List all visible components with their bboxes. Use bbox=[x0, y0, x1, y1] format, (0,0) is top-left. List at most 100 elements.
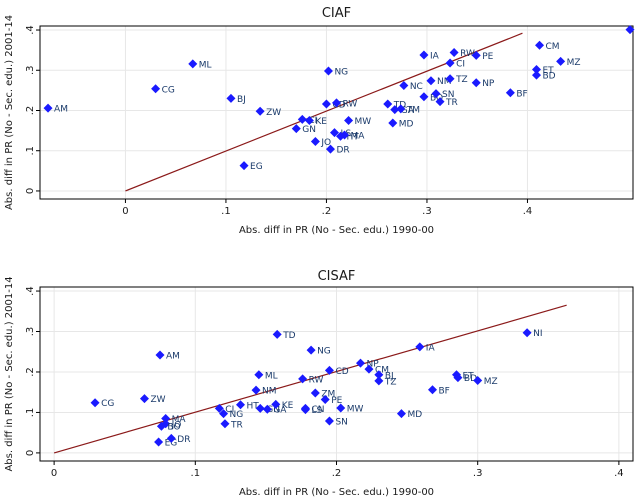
data-point-label: ET bbox=[543, 66, 555, 76]
data-point-label: BJ bbox=[237, 95, 246, 105]
data-point bbox=[374, 376, 384, 386]
data-point bbox=[471, 50, 481, 60]
data-point-label: TZ bbox=[384, 377, 397, 387]
data-point bbox=[374, 370, 384, 380]
data-point-label: BF bbox=[439, 386, 450, 396]
data-point bbox=[139, 394, 149, 404]
data-point bbox=[356, 358, 366, 368]
data-point bbox=[535, 40, 545, 50]
data-point-label: AM bbox=[54, 105, 68, 115]
data-point bbox=[43, 103, 53, 113]
data-point-label: ZW bbox=[150, 395, 165, 405]
data-point bbox=[471, 78, 481, 88]
x-tick-label: .1 bbox=[191, 468, 201, 479]
y-axis-label: Abs. diff in PR (No - Sec. edu.) 2001-14 bbox=[4, 276, 15, 471]
y-tick-label: .2 bbox=[25, 106, 36, 116]
data-point bbox=[419, 50, 429, 60]
chart-panel-2: CISAF 0 .1 .2 .3 .4 0 .1 .2 .3 .4 Abs. diff in PR (… bbox=[4, 269, 634, 498]
data-point-label: JO bbox=[171, 420, 182, 430]
data-point bbox=[220, 419, 230, 429]
data-point-label: BO bbox=[430, 93, 443, 103]
data-point bbox=[255, 106, 265, 116]
data-point-label: RW bbox=[460, 49, 475, 59]
data-point bbox=[325, 144, 335, 154]
data-point bbox=[291, 124, 301, 134]
fit-line bbox=[125, 32, 523, 192]
x-tick-label: .3 bbox=[473, 468, 483, 479]
data-point bbox=[390, 105, 400, 115]
data-point-label: IA bbox=[430, 51, 440, 61]
data-point-label: MA bbox=[351, 132, 366, 142]
data-point-label: BJ bbox=[385, 371, 394, 381]
data-point-label: CN bbox=[311, 405, 324, 415]
data-point bbox=[505, 88, 515, 98]
data-point bbox=[254, 370, 264, 380]
data-point bbox=[419, 92, 429, 102]
chart-title: CIAF bbox=[322, 6, 351, 21]
data-point bbox=[453, 373, 463, 383]
data-point-label: AM bbox=[166, 351, 180, 361]
data-point-label: NP bbox=[367, 360, 380, 370]
data-point bbox=[340, 130, 350, 140]
data-point bbox=[262, 404, 272, 414]
data-point bbox=[336, 403, 346, 413]
data-point bbox=[344, 116, 354, 126]
data-point bbox=[154, 437, 164, 447]
y-tick-label: .1 bbox=[25, 146, 36, 156]
data-point-label: NM bbox=[262, 387, 277, 397]
data-point-label: ZM bbox=[321, 390, 335, 400]
data-point bbox=[155, 350, 165, 360]
y-tick-label: .4 bbox=[25, 25, 36, 35]
data-point bbox=[445, 74, 455, 84]
x-tick-label: .1 bbox=[221, 206, 231, 217]
data-point bbox=[324, 416, 334, 426]
data-point bbox=[445, 58, 455, 68]
data-point bbox=[396, 409, 406, 419]
data-point-label: NM bbox=[437, 77, 452, 87]
data-point-label: TD bbox=[282, 331, 295, 341]
data-point bbox=[396, 104, 406, 114]
chart-title: CISAF bbox=[318, 269, 356, 284]
data-point bbox=[239, 161, 249, 171]
data-point-label: HT bbox=[347, 133, 360, 143]
data-point bbox=[306, 345, 316, 355]
data-point-label: NI bbox=[533, 329, 542, 339]
data-point-label: MD bbox=[407, 410, 422, 420]
data-point-label: RW bbox=[343, 99, 358, 109]
data-point bbox=[364, 364, 374, 374]
data-point bbox=[399, 81, 409, 91]
data-point-label: BD bbox=[464, 374, 477, 384]
data-point bbox=[321, 99, 331, 109]
data-point bbox=[532, 64, 542, 74]
data-point bbox=[556, 56, 566, 66]
data-point bbox=[310, 388, 320, 398]
data-point-label: CG bbox=[162, 85, 175, 95]
data-point-label: DR bbox=[336, 146, 349, 156]
data-point bbox=[320, 394, 330, 404]
y-tick-label: 0 bbox=[25, 450, 36, 456]
data-point-label: MW bbox=[347, 404, 364, 414]
data-point-label: SN bbox=[335, 417, 347, 427]
data-point-label: CI bbox=[456, 60, 465, 70]
data-point bbox=[166, 433, 176, 443]
data-point bbox=[271, 399, 281, 409]
data-point bbox=[226, 93, 236, 103]
chart-panel-1: CIAF 0 .1 .2 .3 .4 0 .1 .2 .3 .4 Abs. diff in PR (N… bbox=[4, 6, 636, 236]
data-point-label: EG bbox=[250, 162, 263, 172]
data-point bbox=[235, 400, 245, 410]
data-point bbox=[255, 403, 265, 413]
data-point-label: JO bbox=[320, 138, 331, 148]
data-point-label: NG bbox=[334, 68, 348, 78]
data-point bbox=[188, 59, 198, 69]
y-tick-label: .3 bbox=[25, 327, 36, 337]
data-point-label: DR bbox=[177, 435, 190, 445]
data-point bbox=[522, 328, 532, 338]
data-point-label: PE bbox=[331, 396, 342, 406]
data-point-label: GN bbox=[302, 125, 316, 135]
data-point bbox=[435, 97, 445, 107]
plot-frame bbox=[39, 25, 634, 200]
x-tick-label: .4 bbox=[614, 468, 624, 479]
data-point-label: LS bbox=[311, 406, 322, 416]
